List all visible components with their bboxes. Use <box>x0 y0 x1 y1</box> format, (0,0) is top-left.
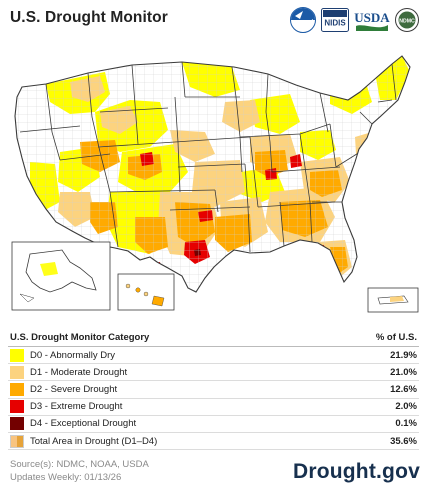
conus-outline <box>14 55 411 293</box>
legend-row-d0: D0 - Abnormally Dry 21.9% <box>8 347 419 365</box>
legend-percent: 0.1% <box>395 418 417 430</box>
hawaii-inset <box>117 273 175 311</box>
usda-logo-icon[interactable]: USDA <box>354 7 390 33</box>
state-borders <box>19 61 397 253</box>
drought-map <box>0 42 427 322</box>
d1-swatch-icon <box>10 365 24 379</box>
drought-map-svg <box>11 55 419 313</box>
noaa-logo-icon[interactable] <box>290 7 316 33</box>
legend-label: D0 - Abnormally Dry <box>30 349 115 361</box>
legend-header: U.S. Drought Monitor Category % of U.S. <box>8 329 419 347</box>
legend-label: D1 - Moderate Drought <box>30 366 128 378</box>
nidis-logo-icon[interactable]: NIDIS <box>321 8 349 32</box>
legend-row-d2: D2 - Severe Drought 12.6% <box>8 381 419 399</box>
d3-swatch-icon <box>10 400 24 414</box>
legend-percent: 21.0% <box>390 366 417 378</box>
legend-label: D2 - Severe Drought <box>30 383 118 395</box>
footer: Source(s): NDMC, NOAA, USDA Updates Week… <box>10 458 420 494</box>
legend-rows: D0 - Abnormally Dry 21.9% D1 - Moderate … <box>8 347 419 451</box>
sources-line: Source(s): NDMC, NOAA, USDA <box>10 459 149 470</box>
legend-title: U.S. Drought Monitor Category <box>10 332 150 343</box>
nidis-logo-text: NIDIS <box>324 19 346 28</box>
total-swatch-icon <box>10 434 24 448</box>
legend-label: D3 - Extreme Drought <box>30 401 123 413</box>
page-title: U.S. Drought Monitor <box>10 9 168 26</box>
d4-swatch-icon <box>10 417 24 431</box>
ndmc-logo-text: NDMC <box>399 18 415 24</box>
legend-percent: 35.6% <box>390 435 417 447</box>
update-date: Updates Weekly: 01/13/26 <box>10 472 122 483</box>
partner-logos: NIDIS USDA NDMC <box>290 5 419 35</box>
alaska-inset <box>11 241 111 311</box>
d0-swatch-icon <box>10 348 24 362</box>
legend-row-d4: D4 - Exceptional Drought 0.1% <box>8 416 419 433</box>
header: U.S. Drought Monitor NIDIS USDA NDMC <box>0 0 427 42</box>
legend: U.S. Drought Monitor Category % of U.S. … <box>8 329 419 451</box>
usda-logo-text: USDA <box>354 10 390 25</box>
ndmc-logo-icon[interactable]: NDMC <box>395 8 419 32</box>
legend-percent-header: % of U.S. <box>375 332 417 343</box>
legend-percent: 21.9% <box>390 349 417 361</box>
legend-percent: 12.6% <box>390 383 417 395</box>
legend-row-d1: D1 - Moderate Drought 21.0% <box>8 364 419 382</box>
legend-label: Total Area in Drought (D1–D4) <box>30 435 158 447</box>
drought-gov-link[interactable]: Drought.gov <box>292 460 420 483</box>
source-credits: Source(s): NDMC, NOAA, USDA Updates Week… <box>10 458 149 484</box>
d2-swatch-icon <box>10 382 24 396</box>
legend-percent: 2.0% <box>395 401 417 413</box>
legend-row-total: Total Area in Drought (D1–D4) 35.6% <box>8 433 419 451</box>
legend-row-d3: D3 - Extreme Drought 2.0% <box>8 399 419 416</box>
legend-label: D4 - Exceptional Drought <box>30 418 137 430</box>
puerto-rico-inset <box>367 287 419 313</box>
